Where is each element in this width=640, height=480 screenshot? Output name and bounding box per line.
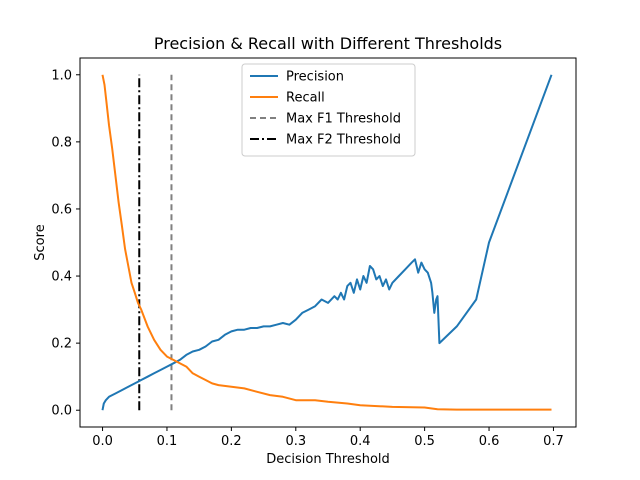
series-line-precision — [101, 74, 553, 411]
x-tick-label: 0.3 — [285, 434, 306, 449]
y-tick-label: 0.6 — [51, 202, 72, 217]
y-tick-label: 0.8 — [51, 135, 72, 150]
legend-frame — [241, 63, 416, 157]
y-tick-label: 0.4 — [51, 270, 72, 285]
chart-title: Precision & Recall with Different Thresh… — [154, 34, 502, 53]
series-lines — [101, 74, 553, 411]
legend-label: Precision — [286, 70, 344, 85]
x-axis-title: Decision Threshold — [266, 452, 390, 467]
plot-frame — [79, 57, 577, 428]
x-tick-label: 0.6 — [479, 434, 500, 449]
y-axis-title: Score — [33, 224, 48, 260]
y-axis: 0.0 0.2 0.4 0.6 0.8 1.0 — [51, 68, 80, 419]
x-tick-label: 0.4 — [350, 434, 371, 449]
legend-label: Max F1 Threshold — [286, 112, 401, 127]
x-tick-label: 0.5 — [414, 434, 435, 449]
series-line-recall — [101, 74, 552, 411]
legend-label: Recall — [286, 91, 325, 106]
x-tick-label: 0.7 — [543, 434, 564, 449]
x-tick-label: 0.2 — [221, 434, 242, 449]
legend-label: Max F2 Threshold — [286, 133, 401, 148]
legend: Precision Recall Max F1 Threshold Max F2 Th… — [241, 63, 416, 157]
y-tick-label: 0.2 — [51, 337, 72, 352]
x-tick-label: 0.1 — [157, 434, 178, 449]
y-tick-label: 1.0 — [51, 68, 72, 83]
x-tick-label: 0.0 — [92, 434, 113, 449]
threshold-lines — [138, 74, 173, 411]
y-tick-label: 0.0 — [51, 404, 72, 419]
x-axis: 0.0 0.1 0.2 0.3 0.4 0.5 0.6 0.7 — [92, 427, 564, 449]
